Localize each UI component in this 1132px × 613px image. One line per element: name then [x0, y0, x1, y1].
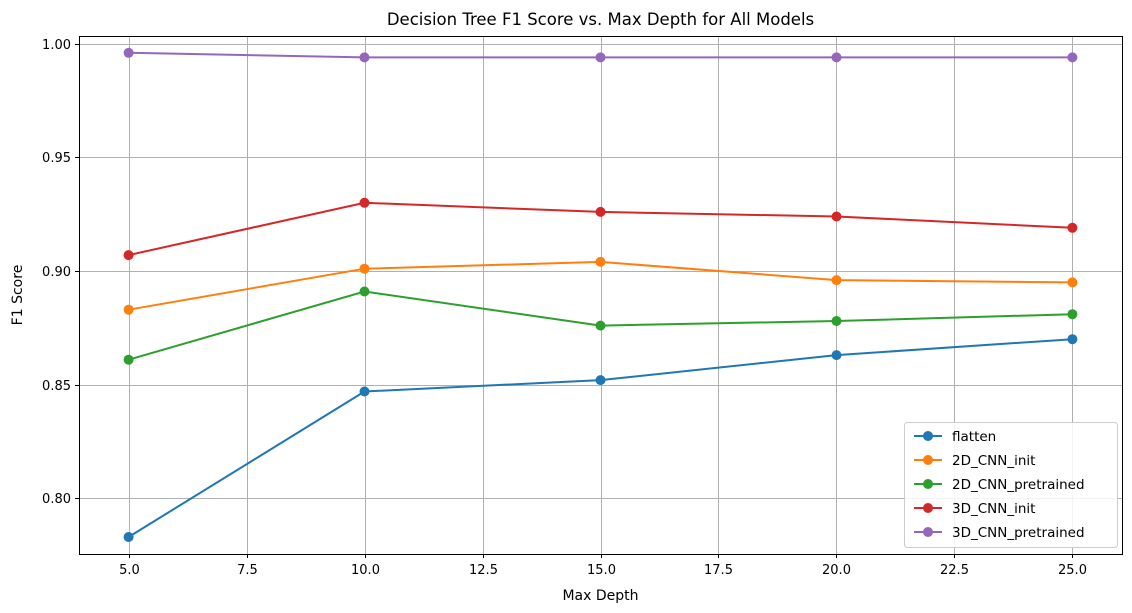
data-point — [1067, 277, 1078, 288]
legend-item: flatten — [914, 429, 996, 445]
data-point — [359, 286, 370, 297]
legend-item: 2D_CNN_init — [914, 453, 1035, 469]
data-point — [123, 354, 134, 365]
x-tick-label: 10.0 — [351, 563, 380, 578]
legend-swatch-marker — [923, 527, 933, 537]
data-point — [123, 47, 134, 58]
x-tick-label: 5.0 — [119, 563, 140, 578]
legend-swatch-marker — [923, 479, 933, 489]
legend-label: 2D_CNN_init — [952, 453, 1035, 469]
data-point — [123, 532, 134, 542]
legend-swatch-marker — [923, 503, 933, 513]
data-point — [831, 316, 842, 326]
legend-box — [904, 422, 1118, 548]
series-lines — [123, 47, 1078, 542]
legend: flatten 2D_CNN_init 2D_CNN_pretrained 3D_CN… — [904, 422, 1118, 548]
x-tick-label: 22.5 — [940, 563, 969, 578]
series-2D_CNN_pretrained — [123, 286, 1078, 365]
y-axis-ticks: 0.80 0.85 0.90 0.95 1.00 — [42, 38, 79, 507]
data-point — [123, 250, 134, 261]
legend-item: 2D_CNN_pretrained — [914, 477, 1085, 493]
x-tick-label: 15.0 — [587, 563, 616, 578]
legend-label: flatten — [952, 429, 996, 445]
data-point — [1067, 309, 1078, 320]
data-point — [831, 275, 842, 286]
data-point — [595, 375, 606, 386]
data-point — [595, 206, 606, 217]
x-tick-label: 7.5 — [237, 563, 258, 578]
data-point — [595, 256, 606, 267]
data-point — [1067, 334, 1078, 345]
legend-label: 2D_CNN_pretrained — [952, 477, 1085, 493]
data-point — [359, 52, 370, 63]
y-tick-label: 0.95 — [42, 151, 71, 166]
y-tick-label: 1.00 — [42, 38, 71, 53]
legend-item: 3D_CNN_init — [914, 501, 1035, 517]
x-tick-label: 25.0 — [1058, 563, 1087, 578]
series-3D_CNN_init — [123, 197, 1078, 261]
x-tick-label: 20.0 — [822, 563, 851, 578]
series-line — [128, 260, 1073, 311]
data-point — [1067, 222, 1078, 233]
legend-label: 3D_CNN_pretrained — [952, 525, 1085, 541]
data-point — [831, 211, 842, 222]
legend-swatch-marker — [923, 455, 933, 465]
chart-title: Decision Tree F1 Score vs. Max Depth for… — [387, 10, 814, 29]
series-flatten — [123, 334, 1078, 542]
series-3D_CNN_pretrained — [123, 47, 1078, 63]
y-tick-label: 0.85 — [42, 379, 71, 394]
data-point — [359, 197, 370, 208]
y-tick-label: 0.90 — [42, 265, 71, 280]
data-point — [359, 386, 370, 397]
legend-label: 3D_CNN_init — [952, 501, 1035, 517]
y-axis-label: F1 Score — [10, 265, 26, 326]
y-tick-label: 0.80 — [42, 492, 71, 507]
x-tick-label: 17.5 — [704, 563, 733, 578]
data-point — [595, 52, 606, 63]
x-axis-ticks: 5.0 7.5 10.0 12.5 15.0 17.5 20.0 22.5 25.0 — [119, 554, 1087, 578]
series-2D_CNN_init — [123, 256, 1078, 315]
data-point — [831, 350, 842, 361]
data-point — [1067, 52, 1078, 63]
data-point — [123, 304, 134, 315]
x-axis-label: Max Depth — [562, 588, 638, 604]
data-point — [831, 52, 842, 63]
data-point — [359, 263, 370, 274]
legend-swatch-marker — [923, 431, 933, 441]
legend-item: 3D_CNN_pretrained — [914, 525, 1085, 541]
x-tick-label: 12.5 — [469, 563, 498, 578]
data-point — [595, 320, 606, 331]
